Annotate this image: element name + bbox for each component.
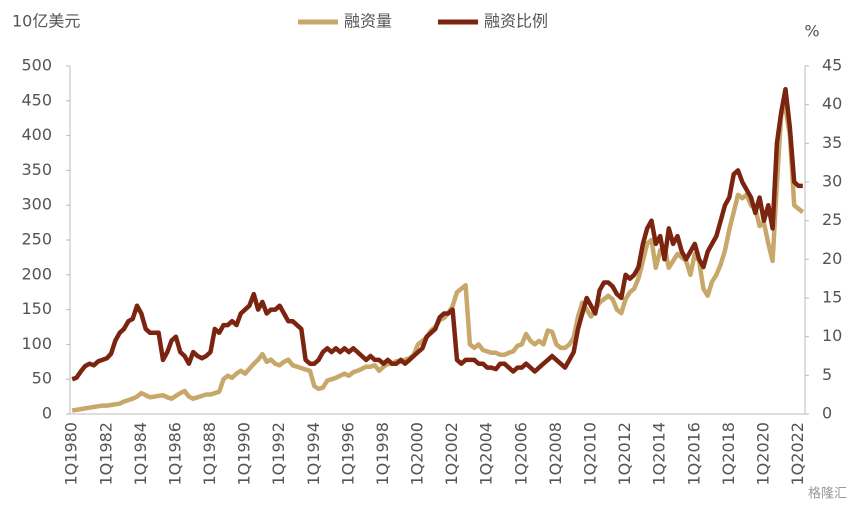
x-tick-label: 1Q1996: [338, 422, 357, 486]
y-tick-label: 450: [21, 90, 52, 109]
y-axis-label: 10亿美元: [12, 12, 80, 31]
y-tick-label: 200: [21, 264, 52, 283]
x-tick-label: 1Q2018: [719, 422, 738, 486]
y-tick-label: 50: [32, 369, 52, 388]
x-tick-label: 1Q2004: [477, 422, 496, 486]
y2-tick-label: 5: [822, 365, 832, 384]
y2-tick-label: 25: [822, 210, 842, 229]
x-tick-label: 1Q2000: [408, 422, 427, 486]
x-tick-label: 1Q1998: [373, 422, 392, 486]
x-tick-label: 1Q1982: [96, 422, 115, 486]
x-tick-label: 1Q1990: [235, 422, 254, 486]
series-line: [71, 86, 803, 382]
y-tick-label: 350: [21, 160, 52, 179]
series-line: [71, 105, 805, 413]
x-tick-label: 1Q1980: [62, 422, 81, 486]
y2-tick-label: 20: [822, 249, 842, 268]
x-tick-label: 1Q2002: [442, 422, 461, 486]
y2-tick-label: 10: [822, 326, 842, 345]
x-tick-label: 1Q1994: [304, 422, 323, 486]
y-tick-label: 150: [21, 299, 52, 318]
y-tick-label: 300: [21, 195, 52, 214]
x-tick-label: 1Q2006: [511, 422, 530, 486]
y-tick-label: 250: [21, 230, 52, 249]
x-tick-label: 1Q1984: [131, 422, 150, 486]
y-tick-label: 100: [21, 334, 52, 353]
x-tick-label: 1Q2008: [546, 422, 565, 486]
y2-axis-label: %: [804, 22, 819, 41]
x-tick-label: 1Q1988: [200, 422, 219, 486]
y2-tick-label: 40: [822, 94, 842, 113]
y2-tick-label: 45: [822, 56, 842, 75]
x-tick-label: 1Q2016: [684, 422, 703, 486]
x-tick-label: 1Q2010: [580, 422, 599, 486]
x-tick-label: 1Q2012: [615, 422, 634, 486]
y2-tick-label: 30: [822, 172, 842, 191]
y-tick-label: 400: [21, 125, 52, 144]
y2-tick-label: 0: [822, 404, 832, 423]
x-tick-label: 1Q2014: [650, 422, 669, 486]
y2-tick-label: 35: [822, 133, 842, 152]
legend-label: 融资量: [344, 12, 392, 31]
x-tick-label: 1Q1986: [165, 422, 184, 486]
x-tick-label: 1Q2022: [788, 422, 807, 486]
watermark: 格隆汇: [808, 486, 847, 502]
y2-tick-label: 15: [822, 288, 842, 307]
x-tick-label: 1Q1992: [269, 422, 288, 486]
x-tick-label: 1Q2020: [753, 422, 772, 486]
y-tick-label: 0: [42, 404, 52, 423]
legend-label: 融资比例: [484, 12, 548, 31]
y-tick-label: 500: [21, 56, 52, 75]
